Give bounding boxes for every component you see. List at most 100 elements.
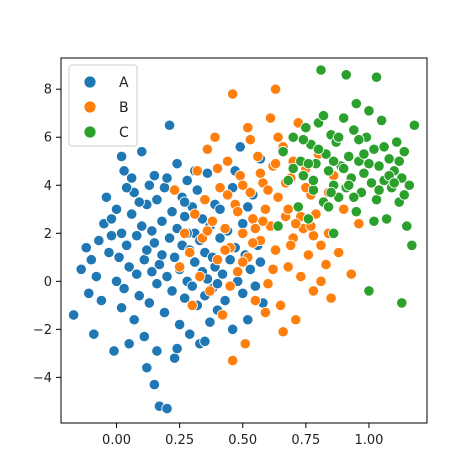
point-B-9 (199, 194, 211, 206)
point-B-90 (201, 225, 213, 237)
point-A-44 (153, 258, 166, 271)
point-B-30 (247, 213, 259, 225)
point-A-30 (136, 220, 148, 232)
point-A-37 (143, 179, 155, 191)
point-C-29 (350, 206, 362, 218)
point-A-55 (166, 206, 178, 218)
point-B-7 (194, 270, 206, 283)
point-A-38 (146, 266, 158, 278)
point-A-23 (123, 261, 135, 273)
point-B-11 (204, 285, 216, 297)
point-B-71 (221, 189, 234, 201)
point-C-32 (358, 167, 370, 179)
point-C-7 (300, 122, 312, 134)
point-B-37 (264, 112, 277, 124)
point-B-49 (290, 314, 302, 326)
point-B-81 (237, 256, 249, 268)
point-A-64 (179, 292, 191, 304)
legend-label-C: C (119, 125, 129, 141)
point-A-110 (115, 150, 128, 163)
point-A-92 (216, 268, 229, 280)
point-B-29 (244, 186, 256, 199)
point-A-115 (161, 172, 173, 184)
point-B-42 (272, 191, 284, 203)
point-A-24 (126, 208, 138, 220)
point-A-117 (179, 196, 191, 208)
point-A-4 (85, 254, 97, 266)
x-tick-label-3: 0.75 (291, 433, 320, 448)
point-C-23 (338, 112, 350, 124)
point-A-19 (118, 282, 130, 295)
point-A-43 (151, 194, 163, 206)
point-C-77 (363, 105, 375, 117)
point-C-28 (348, 124, 360, 136)
point-B-3 (184, 246, 196, 259)
point-C-73 (368, 215, 380, 227)
point-A-1 (75, 263, 87, 275)
point-C-8 (302, 213, 314, 225)
ticks-layer: 0.00 0.25 0.50 0.75 1.00 −4 −2 0 2 4 6 8 (33, 83, 384, 448)
point-A-7 (93, 234, 105, 247)
point-A-49 (158, 182, 171, 194)
point-B-6 (191, 165, 203, 177)
point-A-95 (224, 254, 236, 266)
point-A-101 (237, 218, 249, 230)
point-A-82 (201, 167, 213, 179)
point-B-25 (237, 227, 249, 239)
point-C-43 (383, 153, 395, 165)
point-B-15 (214, 182, 226, 194)
point-B-12 (206, 215, 219, 227)
point-B-62 (320, 258, 332, 271)
point-B-21 (227, 354, 239, 367)
point-B-40 (269, 83, 282, 95)
point-C-79 (325, 186, 337, 199)
point-C-64 (393, 155, 405, 167)
point-B-23 (232, 266, 244, 278)
point-B-57 (307, 285, 320, 297)
point-C-38 (370, 194, 383, 206)
point-B-10 (201, 143, 213, 155)
point-B-68 (345, 268, 357, 280)
point-B-27 (242, 122, 254, 134)
point-A-56 (168, 352, 181, 364)
point-A-29 (133, 290, 145, 302)
point-C-46 (391, 136, 403, 148)
point-A-3 (83, 287, 95, 299)
point-B-14 (211, 254, 224, 266)
point-C-66 (297, 134, 309, 146)
point-A-52 (163, 232, 176, 244)
point-A-42 (151, 345, 163, 357)
point-C-35 (365, 177, 378, 189)
point-B-96 (282, 203, 294, 215)
point-B-83 (259, 306, 272, 319)
y-tick-label-2: 0 (44, 275, 52, 290)
legend-marker-A (83, 75, 97, 89)
legend: ABC (68, 64, 138, 147)
points-layer (68, 64, 420, 415)
point-B-52 (295, 270, 307, 283)
point-C-62 (373, 184, 385, 196)
point-B-5 (189, 208, 201, 220)
point-A-50 (161, 270, 173, 283)
point-A-15 (110, 203, 123, 215)
point-B-16 (216, 309, 229, 321)
point-A-65 (179, 210, 191, 223)
point-A-27 (131, 268, 143, 280)
point-A-22 (123, 338, 135, 350)
point-A-47 (156, 249, 168, 261)
point-B-80 (224, 280, 236, 292)
legend-label-B: B (119, 100, 129, 116)
point-A-11 (103, 246, 115, 259)
point-C-68 (317, 110, 330, 122)
point-B-41 (269, 244, 282, 256)
point-A-113 (141, 362, 153, 374)
point-B-13 (209, 131, 221, 143)
point-C-70 (338, 162, 350, 175)
point-A-106 (249, 280, 261, 292)
point-C-60 (353, 134, 365, 146)
point-B-67 (338, 203, 350, 215)
point-C-48 (396, 297, 408, 309)
point-B-82 (249, 222, 261, 235)
point-A-100 (237, 287, 249, 299)
point-A-125 (151, 278, 163, 290)
